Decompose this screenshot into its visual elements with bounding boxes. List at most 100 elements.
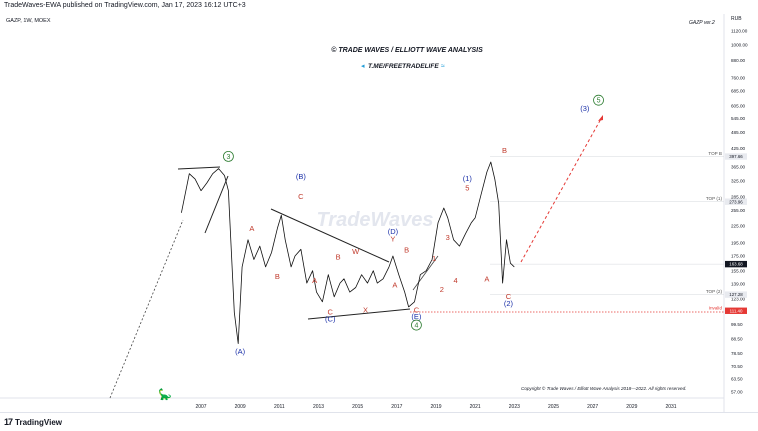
level-price-box <box>725 153 747 160</box>
wave-label: A <box>249 224 254 233</box>
wave-label: A <box>312 276 317 285</box>
y-tick-label: 760.00 <box>731 76 745 81</box>
y-tick-label: 425.00 <box>731 146 745 151</box>
level-price-box <box>725 307 747 314</box>
level-price-value: 397.66 <box>729 154 743 159</box>
tradingview-logo-icon: 17 <box>4 417 13 427</box>
wave-circle-marker <box>593 94 604 106</box>
wave-label: X <box>363 305 368 314</box>
footer-bar: 17 TradingView <box>0 412 758 431</box>
x-tick-label: 2031 <box>665 404 676 410</box>
x-tick-label: 2009 <box>235 404 246 410</box>
triangle-upper-line <box>270 208 390 263</box>
wave-label: 4 <box>453 276 457 285</box>
x-tick-label: 2007 <box>195 404 206 410</box>
y-tick-label: 88.50 <box>731 336 743 341</box>
level-label: Invalid <box>709 305 723 310</box>
watermark-line2: T.ME/FREETRADELIFE <box>368 63 439 70</box>
y-tick-label: 63.50 <box>731 377 743 382</box>
wave-label: (C) <box>325 314 336 323</box>
y-tick-label: 195.00 <box>731 241 745 246</box>
y-tick-label: 99.50 <box>731 322 743 327</box>
level-price-value: 127.28 <box>729 292 743 297</box>
level-price-value: 111.40 <box>730 308 743 313</box>
x-tick-label: 2025 <box>548 404 559 410</box>
level-label: TOP (1) <box>706 196 723 201</box>
level-price-box <box>725 198 747 205</box>
wave-label: (B) <box>296 172 307 181</box>
y-tick-label: 285.00 <box>731 195 745 200</box>
x-tick-label: 2015 <box>352 404 363 410</box>
wave-labels: 3(A)AB(B)CABWC(C)XA(D)YBC(E)41234(1)5ABC… <box>223 94 604 356</box>
wave-label: 3 <box>446 233 450 242</box>
wave-icon: ≈ <box>441 63 445 70</box>
price-axis[interactable]: 1120.00 1000.00 880.00 760.00 685.00 605.00 54… <box>731 29 748 395</box>
wave-label: B <box>404 246 409 255</box>
y-tick-label: 545.00 <box>731 116 745 121</box>
y-tick-label: 123.00 <box>731 296 745 301</box>
wave-label: B <box>502 146 507 155</box>
y-tick-label: 1120.00 <box>731 29 748 34</box>
level-price-value: 163.68 <box>729 262 743 267</box>
projection-arrow <box>520 116 603 263</box>
wave-label: B <box>275 272 280 281</box>
price-series-line <box>181 161 515 345</box>
wave-label: Y <box>390 235 395 244</box>
y-tick-label: 155.00 <box>731 268 745 273</box>
wave-label: 4 <box>414 323 418 330</box>
tradingview-brand: TradingView <box>15 417 62 427</box>
chart-symbol: GAZP, 1W, MOEX <box>6 18 51 24</box>
wave-label: C <box>328 308 334 317</box>
wave-label: (2) <box>504 299 514 308</box>
y-tick-label: 1000.00 <box>731 42 748 47</box>
wave-channel-line <box>412 255 439 291</box>
time-axis[interactable]: 2007 2009 2011 2013 2015 2017 2019 2021 2023 2025… <box>195 404 676 410</box>
wave-label: 3 <box>226 154 230 161</box>
y-tick-label: 70.50 <box>731 364 743 369</box>
wedge-line <box>204 175 229 234</box>
wave-label: A <box>484 274 489 283</box>
wave-label: 5 <box>465 184 469 193</box>
level-price-value: 273.96 <box>729 199 743 204</box>
triangle-lower-line <box>307 308 411 320</box>
wave-drawings <box>109 115 724 399</box>
y-tick-label: 175.00 <box>731 254 745 259</box>
tradingview-logo[interactable]: 17 TradingView <box>4 417 62 427</box>
y-tick-label: 485.00 <box>731 130 745 135</box>
dashed-guide-line <box>109 219 184 399</box>
y-tick-label: 880.00 <box>731 58 745 63</box>
level-label: TOP (2) <box>706 289 723 294</box>
x-tick-label: 2013 <box>313 404 324 410</box>
chart-version: GAZP ver.2 <box>689 20 715 26</box>
level-label: TOP B <box>708 151 722 156</box>
level-price-box <box>725 291 747 298</box>
price-levels: TOP B 397.66 TOP (1) 273.96 163.68 TOP (2) 127… <box>490 151 747 314</box>
x-tick-label: 2019 <box>430 404 441 410</box>
x-tick-label: 2023 <box>509 404 520 410</box>
wave-label: W <box>352 247 360 256</box>
wave-label: A <box>392 280 397 289</box>
x-tick-label: 2011 <box>274 404 285 410</box>
x-tick-label: 2017 <box>391 404 402 410</box>
x-tick-label: 2029 <box>626 404 637 410</box>
y-tick-label: 255.00 <box>731 208 745 213</box>
top-trendline <box>177 166 221 170</box>
wave-label: C <box>506 292 512 301</box>
copyright-note: Copyright © Trade Waves / Elliott Wave A… <box>521 385 686 391</box>
wave-label: 2 <box>440 285 444 294</box>
wave-label: 1 <box>432 254 436 263</box>
wave-circle-marker <box>223 150 234 162</box>
dino-icon: 🦕 <box>158 388 172 401</box>
projection-arrowhead <box>598 115 603 121</box>
level-price-box <box>725 260 747 268</box>
center-watermark: TradeWaves <box>316 209 433 231</box>
y-tick-label: 685.00 <box>731 88 745 93</box>
wave-label: (1) <box>463 174 473 183</box>
wave-label: 5 <box>597 98 601 105</box>
x-tick-label: 2021 <box>470 404 481 410</box>
y-tick-label: 57.00 <box>731 390 743 395</box>
wave-label: (3) <box>580 104 590 113</box>
y-tick-label: 139.00 <box>731 282 745 287</box>
wave-label: B <box>336 253 341 262</box>
